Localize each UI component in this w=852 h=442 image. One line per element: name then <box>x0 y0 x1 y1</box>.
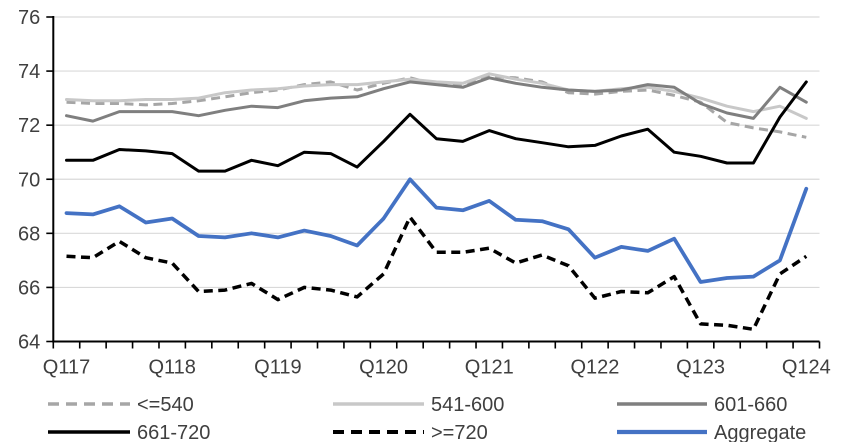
x-tick-label: Q117 <box>43 357 90 379</box>
series-line-le-540 <box>66 75 807 139</box>
legend-item-aggregate: Aggregate <box>617 422 806 442</box>
x-axis-labels: Q117 Q118 Q119 Q120 Q121 Q122 Q123 Q124 <box>43 357 831 379</box>
legend: <=540 541-600 601-660 661-720 >=720 Aggregate <box>48 394 806 442</box>
legend-label-601-660: 601-660 <box>714 394 787 416</box>
x-tick-label: Q121 <box>465 357 514 379</box>
y-tick-label: 64 <box>18 332 40 354</box>
x-tick-label: Q120 <box>359 357 408 379</box>
x-tick-label: Q124 <box>782 357 831 379</box>
legend-item-le-540: <=540 <box>48 394 194 416</box>
x-tick-label: Q118 <box>148 357 195 379</box>
series-line-ge-720 <box>66 215 808 332</box>
y-tick-label: 66 <box>18 277 40 299</box>
y-tick-label: 70 <box>18 169 40 191</box>
x-tick-label: Q122 <box>570 357 619 379</box>
x-tick-label: Q123 <box>676 357 725 379</box>
axes <box>46 16 821 349</box>
gridlines <box>53 16 820 289</box>
y-tick-label: 74 <box>18 61 40 83</box>
y-tick-label: 68 <box>18 223 40 245</box>
legend-label-aggregate: Aggregate <box>714 422 806 442</box>
legend-label-ge-720: >=720 <box>431 422 488 442</box>
series-line-aggregate <box>64 177 809 284</box>
legend-item-541-600: 541-600 <box>333 394 504 416</box>
legend-label-541-600: 541-600 <box>431 394 504 416</box>
series-line-661-720 <box>65 80 808 173</box>
y-tick-label: 76 <box>18 7 40 29</box>
legend-label-le-540: <=540 <box>137 394 194 416</box>
legend-item-ge-720: >=720 <box>333 422 488 442</box>
x-tick-label: Q119 <box>254 357 301 379</box>
legend-label-661-720: 661-720 <box>137 422 210 442</box>
legend-item-601-660: 601-660 <box>617 394 787 416</box>
y-axis-labels: 64 66 68 70 72 74 76 <box>18 7 40 354</box>
legend-item-661-720: 661-720 <box>48 422 210 442</box>
series-line-601-660 <box>65 76 808 123</box>
y-tick-label: 72 <box>18 115 40 137</box>
series-lines <box>64 72 809 332</box>
